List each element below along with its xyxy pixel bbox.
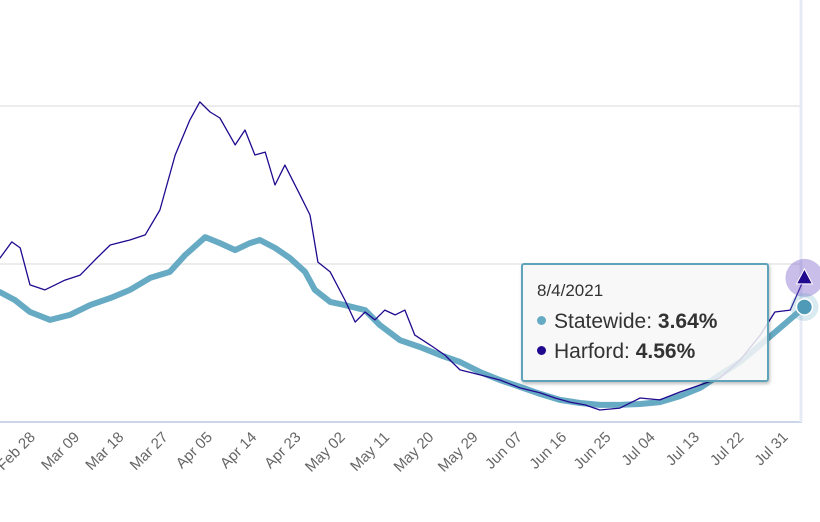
x-tick-label: Jul 31 [751,429,791,469]
tooltip-label: Harford: [554,340,636,363]
tooltip-value: 4.56% [635,340,696,363]
x-tick-label: Jun 07 [482,429,526,473]
x-tick-label: Jul 04 [618,429,658,469]
series-group [0,101,808,411]
x-tick-label: May 20 [391,429,438,476]
series-line-harford[interactable] [0,101,806,411]
x-tick-label: Mar 18 [82,429,127,474]
x-tick-label: Jul 13 [663,429,703,469]
tooltip-row-harford: Harford: 4.56% [537,337,767,367]
tooltip-date: 8/4/2021 [537,281,604,300]
hover-markers [785,258,820,321]
statewide-dot-icon [537,315,546,325]
tooltip: 8/4/2021 Statewide: 3.64% Harford: 4.56% [521,263,769,382]
x-tick-label: May 11 [347,429,393,475]
x-tick-label: Mar 27 [127,429,172,474]
x-tick-label: Mar 09 [38,429,83,474]
statewide-circle-marker-icon[interactable] [795,298,814,316]
series-line-statewide[interactable] [0,234,808,408]
harford-triangle-marker-icon[interactable] [795,267,814,285]
x-tick-label: May 02 [302,429,349,476]
harford-dot-icon [537,345,546,355]
x-tick-label: May 29 [435,429,482,476]
tooltip-value: 3.64% [657,310,718,333]
x-tick-label: Feb 28 [0,429,39,474]
tooltip-row-statewide: Statewide: 3.64% [537,307,767,337]
x-tick-label: Apr 14 [217,429,260,472]
x-tick-label: Jun 16 [526,429,570,473]
x-tick-label: Jun 25 [571,429,615,473]
gridlines [0,105,802,265]
x-tick-label: Jul 22 [707,429,747,469]
tooltip-label: Statewide: [554,310,658,333]
x-tick-label: Apr 23 [261,429,304,472]
x-axis-ticks: Feb 28 Mar 09 Mar 18 Mar 27 Apr 05 Apr 14 Apr … [0,429,792,476]
x-tick-label: Apr 05 [173,429,216,472]
